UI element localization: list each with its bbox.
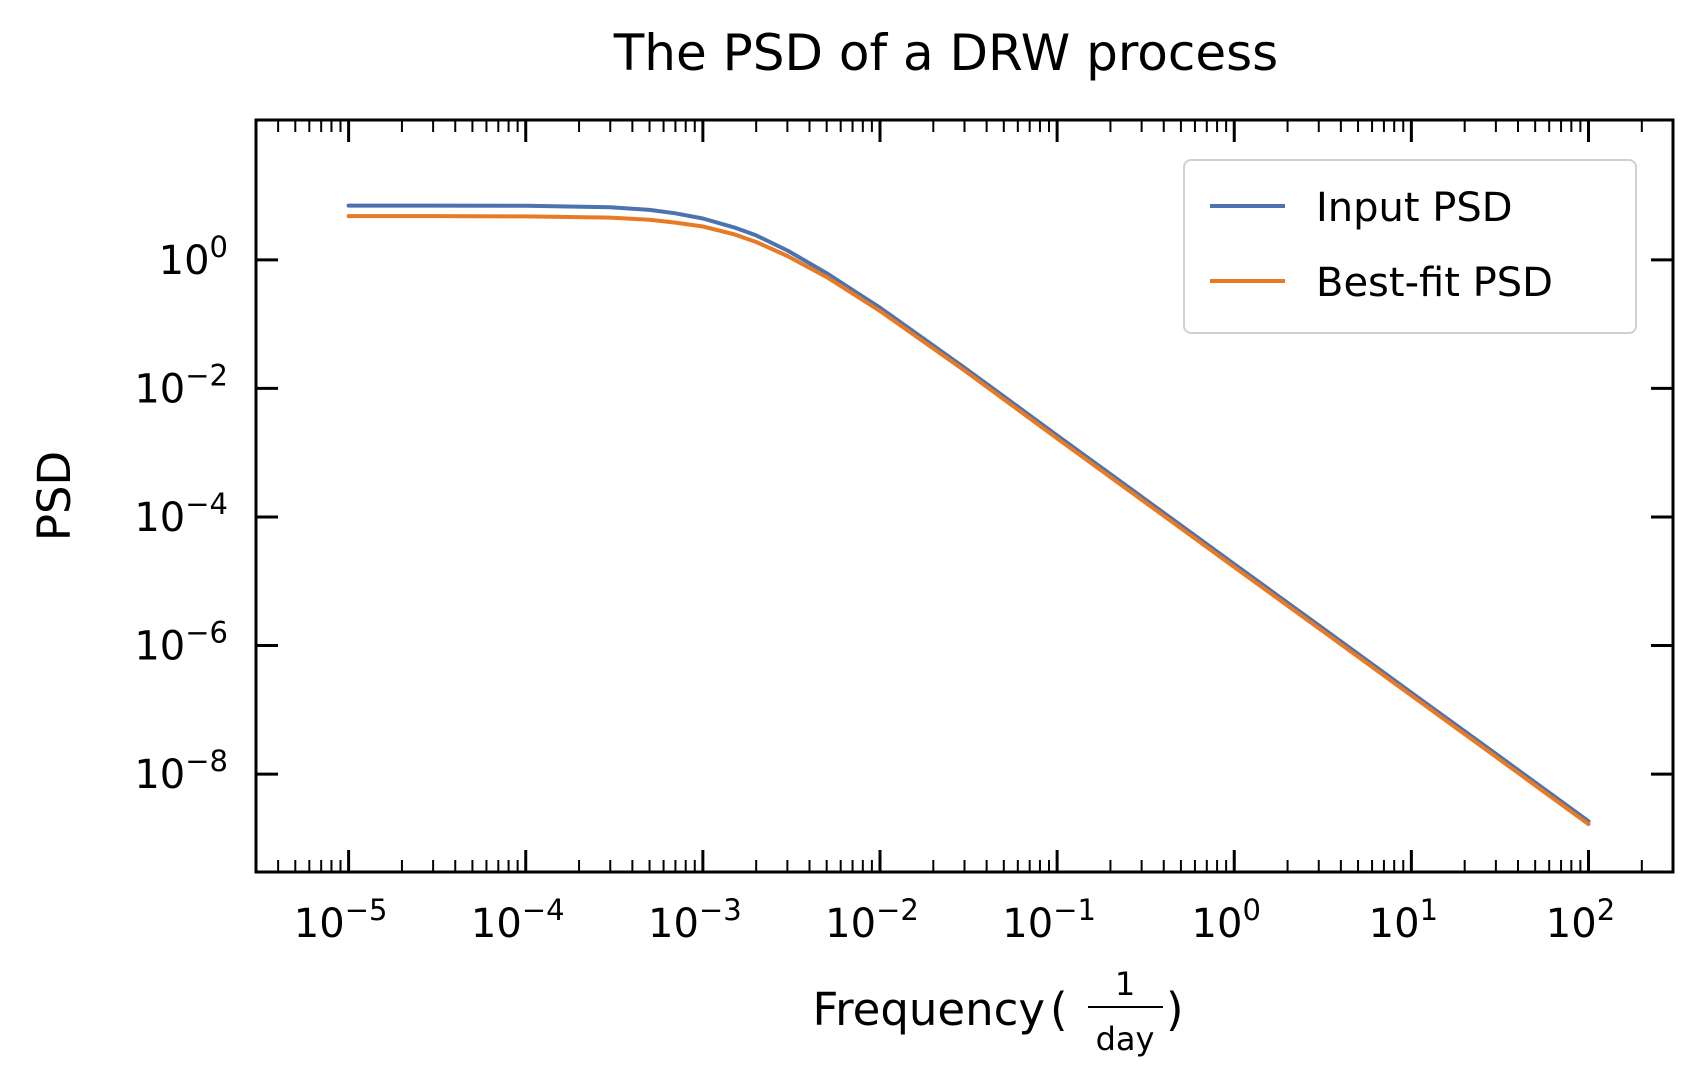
series-layer	[346, 203, 1591, 827]
x-axis-label: Frequency ( 1 day )	[813, 965, 1184, 1058]
chart-title: The PSD of a DRW process	[613, 24, 1278, 82]
x-axis-unit-numerator: 1	[1115, 965, 1135, 1003]
x-tick-label: 102	[1546, 893, 1615, 947]
x-tick-label: 101	[1369, 893, 1438, 947]
legend-label-best-fit-psd: Best-fit PSD	[1316, 260, 1553, 306]
y-tick-label: 10−4	[134, 487, 228, 541]
x-tick-label: 10−5	[294, 893, 388, 947]
series-line-input-psd	[346, 203, 1591, 824]
x-tick-label: 10−1	[1002, 893, 1096, 947]
x-tick-label: 100	[1192, 893, 1261, 947]
x-tick-label: 10−4	[471, 893, 565, 947]
plot-frame	[254, 118, 1675, 874]
series-line-best-fit-psd	[346, 214, 1591, 827]
legend-box	[1183, 159, 1637, 334]
y-tick-label: 100	[159, 230, 228, 284]
y-tick-label: 10−2	[134, 358, 228, 412]
x-axis-label-text: Frequency	[813, 983, 1045, 1036]
y-tick-label: 10−8	[134, 744, 228, 798]
x-axis-unit-denominator: day	[1096, 1020, 1155, 1058]
x-axis-label-open-paren: (	[1050, 983, 1068, 1036]
legend: Input PSD Best-fit PSD	[1183, 159, 1637, 334]
y-tick-label: 10−6	[134, 616, 228, 670]
x-axis-label-close-paren: )	[1166, 983, 1184, 1036]
legend-label-input-psd: Input PSD	[1316, 185, 1513, 231]
ticks-layer: 10−5 10−4 10−3 10−2 10−1 100 101 102 100 10−2 10−4…	[134, 120, 1673, 947]
y-axis-label: PSD	[28, 451, 81, 541]
x-tick-label: 10−3	[648, 893, 742, 947]
x-tick-label: 10−2	[825, 893, 919, 947]
